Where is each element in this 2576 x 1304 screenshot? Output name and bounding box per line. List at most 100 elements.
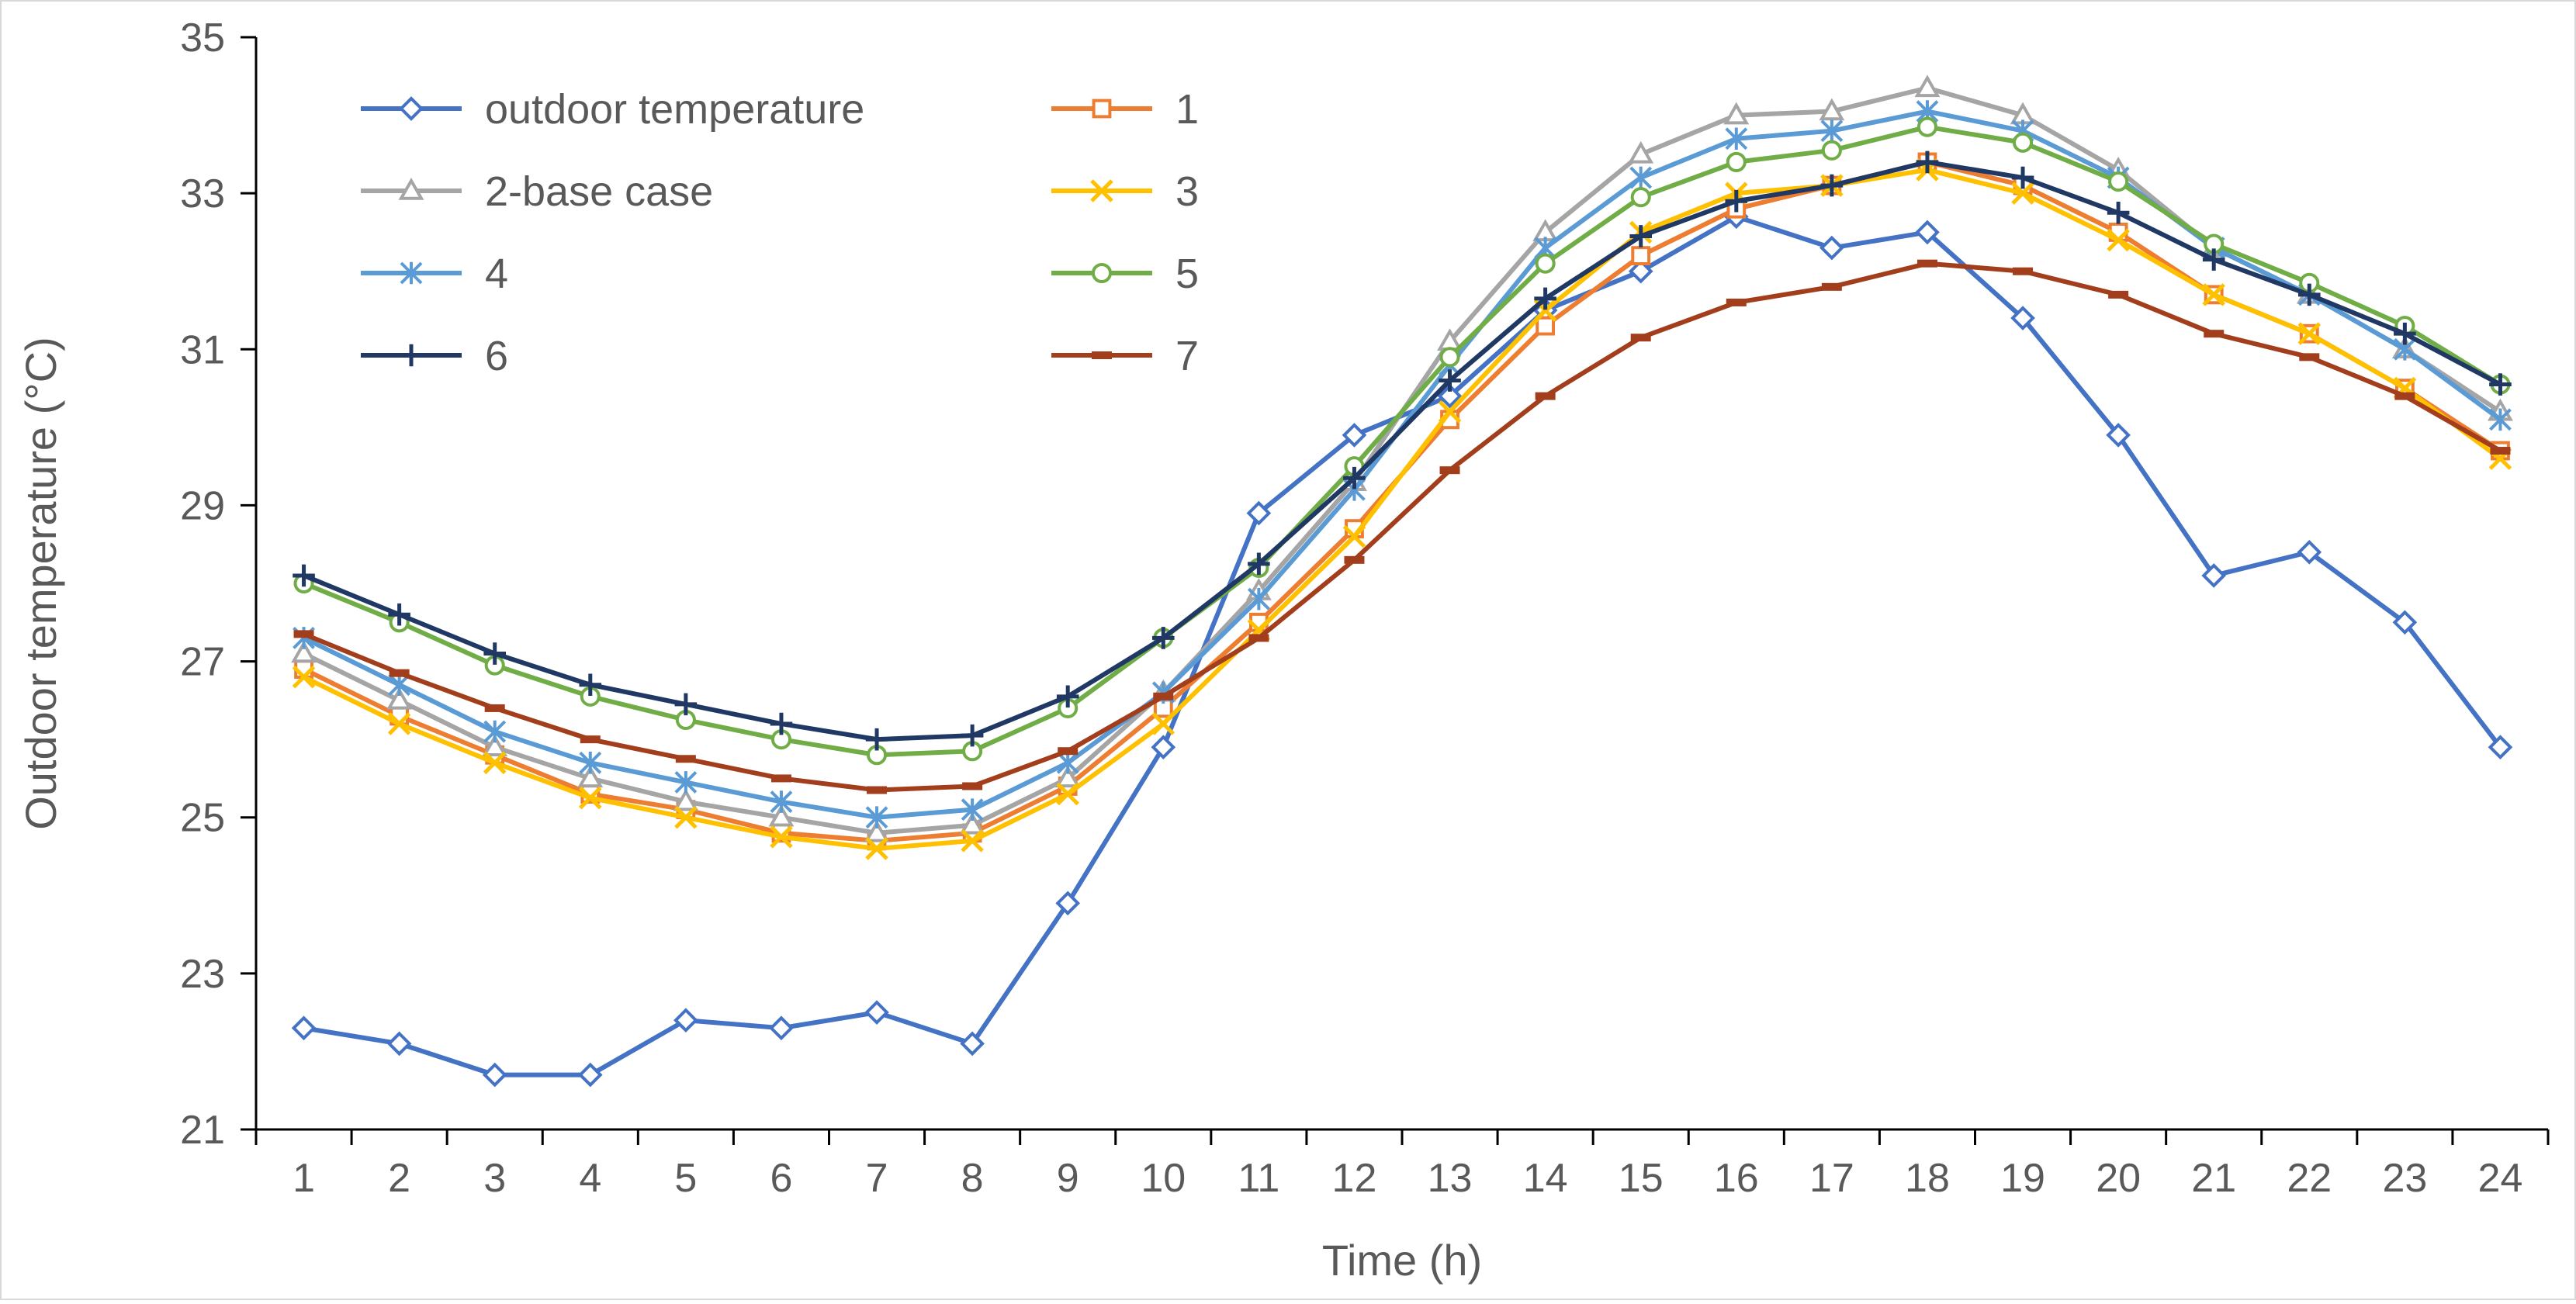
y-tick-label: 33	[180, 171, 225, 216]
data-point	[770, 825, 793, 849]
data-point	[2488, 735, 2513, 760]
series-line	[301, 159, 2503, 742]
data-point	[1091, 262, 1113, 284]
data-point	[577, 1062, 603, 1088]
data-point	[1151, 627, 1175, 649]
data-point	[484, 704, 505, 712]
data-point	[1151, 735, 1176, 760]
x-tick-label: 8	[961, 1156, 984, 1201]
data-point	[1438, 400, 1462, 424]
data-point	[1726, 298, 1747, 306]
data-point	[2297, 322, 2322, 345]
data-point	[1629, 225, 1653, 247]
x-tick-label: 14	[1523, 1156, 1568, 1201]
data-point	[400, 344, 423, 367]
series-line	[301, 167, 2503, 851]
data-point	[293, 630, 314, 638]
data-point	[1820, 119, 1844, 143]
data-point	[961, 798, 984, 821]
data-point	[1723, 102, 1750, 125]
data-point	[2297, 283, 2321, 306]
data-point	[1056, 751, 1079, 774]
legend-label: 7	[1175, 333, 1199, 379]
data-point	[387, 712, 411, 735]
data-point	[1726, 151, 1747, 172]
data-point	[961, 724, 984, 747]
data-point	[1342, 423, 1367, 448]
data-point	[1536, 316, 1556, 336]
data-point	[577, 765, 604, 788]
data-point	[2394, 322, 2416, 345]
data-point	[1439, 369, 1461, 392]
data-point	[1535, 392, 1556, 400]
data-point	[483, 751, 507, 775]
data-point	[1090, 179, 1113, 202]
data-point	[2106, 423, 2131, 448]
y-tick-label: 27	[180, 640, 225, 685]
data-point	[293, 564, 315, 587]
data-point	[2299, 353, 2320, 361]
data-point	[865, 837, 888, 860]
data-point	[1056, 685, 1079, 708]
legend-item-5: 4	[361, 251, 508, 297]
data-point	[388, 603, 410, 626]
data-point	[770, 774, 791, 783]
data-point	[482, 1062, 507, 1088]
data-point	[2202, 283, 2225, 306]
data-point	[961, 829, 984, 853]
legend-label: 2-base case	[485, 168, 713, 215]
data-point	[2489, 408, 2512, 431]
data-point	[1246, 500, 1272, 526]
data-point	[1628, 140, 1654, 164]
data-point	[1534, 287, 1556, 310]
data-point	[865, 806, 888, 829]
series-line	[301, 261, 2503, 793]
data-point	[2201, 563, 2227, 588]
data-point	[673, 1008, 698, 1033]
legend-label: outdoor temperature	[485, 86, 864, 133]
legend-item-6: 5	[1051, 251, 1199, 297]
data-point	[483, 642, 507, 665]
x-tick-label: 11	[1238, 1156, 1279, 1201]
x-tick-label: 1	[293, 1156, 315, 1201]
data-point	[962, 782, 983, 790]
series-7	[293, 150, 2512, 751]
legend-label: 4	[485, 251, 508, 297]
data-point	[2011, 182, 2034, 205]
y-tick-label: 35	[180, 16, 225, 61]
data-point	[674, 693, 698, 716]
data-point	[291, 640, 317, 663]
data-point	[579, 673, 602, 697]
legend-label: 3	[1175, 168, 1199, 215]
data-point	[1819, 98, 1845, 121]
data-point	[400, 261, 423, 285]
data-point	[1916, 116, 1938, 137]
data-point	[1915, 220, 1940, 245]
data-point	[673, 788, 699, 811]
data-point	[398, 177, 424, 200]
data-point	[2012, 132, 2034, 153]
x-tick-label: 22	[2287, 1156, 2332, 1201]
data-point	[1821, 282, 1842, 291]
data-point	[1092, 99, 1112, 119]
data-point	[1725, 127, 1748, 150]
data-point	[1916, 259, 1937, 268]
legend-item-1: outdoor temperature	[361, 86, 864, 133]
y-tick-label: 23	[180, 952, 225, 997]
data-point	[389, 669, 410, 677]
data-point	[770, 790, 793, 814]
x-tick-label: 21	[2191, 1156, 2236, 1201]
legend-label: 5	[1175, 251, 1199, 297]
data-point	[1820, 174, 1844, 197]
data-point	[1916, 150, 1939, 174]
data-point	[865, 728, 888, 751]
data-point	[2107, 228, 2130, 252]
data-point	[1058, 747, 1079, 756]
data-point	[675, 755, 696, 763]
data-point	[2107, 201, 2130, 224]
data-point	[1439, 347, 1460, 368]
x-tick-label: 24	[2478, 1156, 2523, 1201]
data-point	[388, 673, 411, 697]
y-tick-label: 25	[180, 796, 225, 841]
